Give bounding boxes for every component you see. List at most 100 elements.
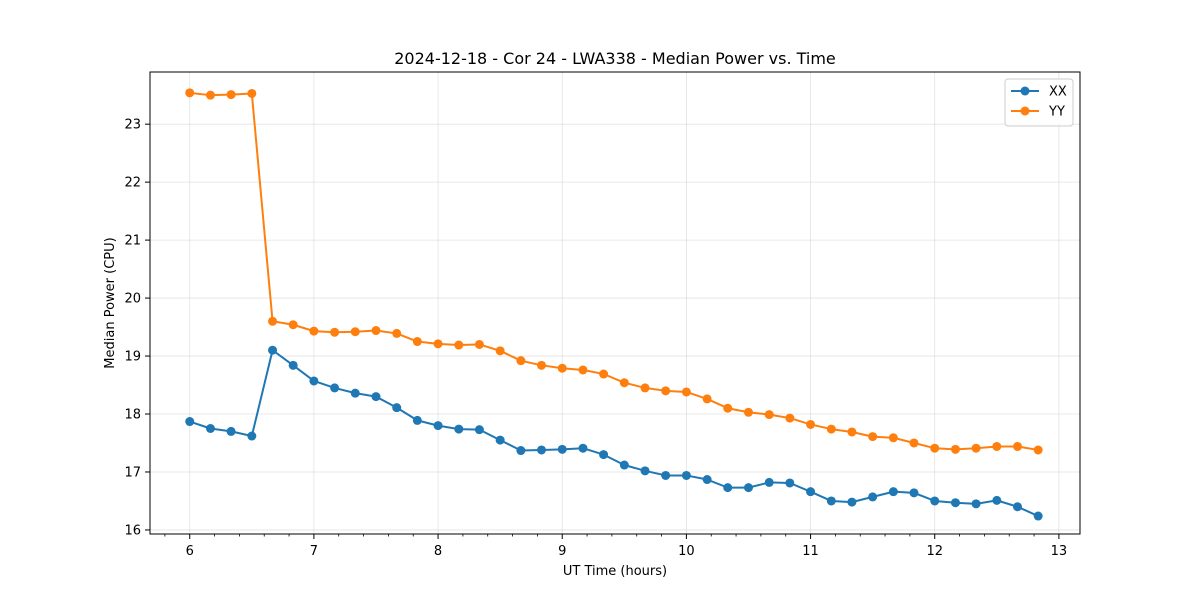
data-point-yy [495, 346, 505, 356]
legend-marker-yy [1020, 106, 1030, 116]
data-point-yy [288, 320, 298, 330]
legend: XX YY [1004, 78, 1074, 127]
grid [150, 72, 1080, 534]
data-point-yy [371, 326, 381, 336]
x-tick-label: 12 [926, 544, 943, 559]
data-point-yy [247, 88, 257, 98]
y-tick-label: 21 [124, 234, 141, 249]
data-point-xx [950, 498, 960, 508]
data-point-yy [661, 386, 671, 396]
data-point-xx [433, 421, 443, 431]
x-tick-label: 7 [310, 544, 318, 559]
data-point-xx [557, 444, 567, 454]
data-point-yy [350, 327, 360, 337]
x-axis-label: UT Time (hours) [563, 564, 667, 579]
data-point-yy [640, 383, 650, 393]
data-point-yy [330, 327, 340, 337]
data-point-yy [743, 407, 753, 417]
data-point-yy [950, 444, 960, 454]
data-point-xx [1013, 502, 1023, 512]
y-tick-label: 18 [124, 408, 141, 423]
data-point-yy [619, 378, 629, 388]
y-tick-label: 16 [124, 523, 141, 538]
y-tick-label: 17 [124, 465, 141, 480]
data-point-yy [868, 432, 878, 442]
data-point-xx [309, 376, 319, 386]
data-point-xx [826, 496, 836, 506]
legend-marker-xx [1020, 86, 1030, 96]
data-point-yy [702, 394, 712, 404]
data-point-xx [806, 487, 816, 497]
data-point-yy [930, 443, 940, 453]
data-point-yy [681, 387, 691, 397]
data-point-yy [412, 337, 422, 347]
y-axis-label: Median Power (CPU) [103, 237, 118, 368]
data-point-xx [247, 431, 257, 441]
data-point-yy [1013, 441, 1023, 451]
data-point-xx [516, 446, 526, 456]
data-point-xx [268, 345, 278, 355]
data-point-yy [309, 326, 319, 336]
series-layer [185, 88, 1043, 521]
data-point-yy [1033, 445, 1043, 455]
data-point-yy [226, 90, 236, 100]
data-point-xx [930, 496, 940, 506]
data-point-xx [888, 487, 898, 497]
data-point-yy [847, 427, 857, 437]
data-point-yy [723, 403, 733, 413]
data-point-xx [350, 388, 360, 398]
data-point-xx [412, 415, 422, 425]
data-point-xx [454, 424, 464, 434]
y-tick-label: 22 [124, 176, 141, 191]
data-point-yy [516, 356, 526, 366]
x-tick-label: 11 [802, 544, 819, 559]
data-point-yy [599, 369, 609, 379]
x-tick-label: 10 [678, 544, 695, 559]
data-point-yy [971, 443, 981, 453]
data-point-xx [495, 435, 505, 445]
data-point-yy [806, 419, 816, 429]
y-tick-label: 20 [124, 292, 141, 307]
y-tick-label: 19 [124, 350, 141, 365]
axes: 6 7 8 9 10 11 12 13 16 17 18 19 20 21 22 23 [124, 118, 1067, 559]
data-point-yy [268, 316, 278, 326]
data-point-xx [330, 383, 340, 393]
data-point-yy [185, 88, 195, 98]
data-point-yy [992, 441, 1002, 451]
x-tick-label: 13 [1051, 544, 1068, 559]
data-point-xx [288, 360, 298, 370]
data-point-xx [702, 475, 712, 485]
data-point-yy [888, 433, 898, 443]
data-point-yy [578, 365, 588, 375]
data-point-xx [619, 460, 629, 470]
data-point-yy [785, 413, 795, 423]
data-point-xx [909, 488, 919, 498]
data-point-yy [536, 360, 546, 370]
data-point-yy [557, 363, 567, 373]
data-point-xx [536, 445, 546, 455]
data-point-xx [723, 483, 733, 493]
data-point-xx [971, 499, 981, 509]
data-point-xx [785, 478, 795, 488]
data-point-xx [764, 477, 774, 487]
data-point-xx [868, 492, 878, 502]
data-point-xx [578, 443, 588, 453]
data-point-xx [640, 466, 650, 476]
data-point-yy [205, 90, 215, 100]
x-tick-label: 6 [186, 544, 194, 559]
data-point-xx [743, 483, 753, 493]
chart-title: 2024-12-18 - Cor 24 - LWA338 - Median Po… [394, 49, 836, 68]
data-point-xx [1033, 511, 1043, 521]
plot-frame [149, 71, 1081, 535]
data-point-xx [226, 426, 236, 436]
x-tick-label: 8 [434, 544, 442, 559]
data-point-xx [185, 417, 195, 427]
data-point-xx [847, 497, 857, 507]
data-point-yy [909, 438, 919, 448]
data-point-xx [392, 403, 402, 413]
legend-label-xx: XX [1049, 85, 1067, 100]
y-tick-label: 23 [124, 118, 141, 133]
data-point-yy [764, 410, 774, 420]
data-point-xx [474, 425, 484, 435]
